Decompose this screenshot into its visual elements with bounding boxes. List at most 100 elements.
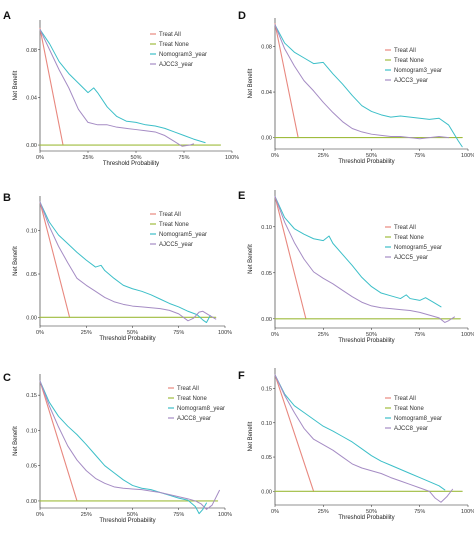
legend-label-treat-all: Treat All (159, 212, 181, 218)
y-tick-label: 0.10 (261, 421, 272, 427)
x-tick-label: 100% (461, 153, 474, 159)
y-axis-title: Net Benefit (248, 68, 254, 98)
series-line-treat-all (274, 374, 315, 492)
x-tick-label: 25% (318, 332, 329, 338)
legend-label-treat-none: Treat None (394, 58, 424, 64)
y-tick-label: 0.05 (261, 271, 272, 277)
y-tick-label: 0.10 (26, 428, 37, 434)
series-line-ajcc3-year (274, 24, 450, 140)
legend-label-ajcc5-year: AJCC5_year (394, 255, 428, 261)
y-axis-title: Net Benefit (248, 244, 254, 274)
x-tick-label: 0% (271, 509, 279, 515)
panel-letter: B (3, 192, 11, 204)
panel-letter: F (238, 370, 245, 382)
x-axis-title: Threshold Probability (338, 159, 394, 165)
x-tick-label: 0% (271, 332, 279, 338)
legend-label-nomogram5-year: Nomogram5_year (159, 232, 207, 238)
y-tick-label: 0.00 (261, 317, 272, 323)
legend-label-treat-none: Treat None (177, 396, 207, 402)
x-tick-label: 25% (82, 155, 93, 161)
x-axis-title: Threshold Probability (103, 161, 159, 167)
chart-panel-d: D 0% 25% 50% 75% 100% 0.00 0.04 0.08 Threshold Pr… (238, 10, 474, 165)
x-tick-label: 75% (414, 509, 425, 515)
series-line-nomogram5-year (39, 201, 211, 324)
x-tick-label: 25% (318, 153, 329, 159)
x-tick-label: 50% (366, 509, 377, 515)
legend-label-nomogram8-year: Nomogram8_year (177, 406, 225, 412)
series-line-ajcc8-year (274, 374, 454, 503)
chart-panel-f: F 0% 25% 50% 75% 100% 0.00 0.05 0.10 0.15 Threshol… (238, 368, 474, 521)
y-tick-label: 0.04 (261, 90, 272, 96)
y-tick-label: 0.05 (26, 464, 37, 470)
chart-panel-c: C 0% 25% 50% 75% 100% 0.00 0.05 0.10 0.15 Threshol… (3, 372, 232, 524)
panel-letter: C (3, 372, 11, 384)
x-axis-title: Threshold Probability (99, 336, 155, 342)
x-axis-title: Threshold Probability (338, 515, 394, 521)
chart-panel-a: A 0% 25% 50% 75% 100% 0.00 0.04 0.08 Threshold Pr… (3, 10, 239, 167)
legend-label-ajcc3-year: AJCC3_year (394, 78, 428, 84)
x-tick-label: 0% (36, 330, 44, 336)
x-tick-label: 75% (178, 155, 189, 161)
x-tick-label: 100% (225, 155, 239, 161)
y-tick-label: 0.00 (26, 143, 37, 149)
y-tick-label: 0.08 (261, 44, 272, 50)
y-axis-title: Net Benefit (13, 246, 19, 276)
x-tick-label: 50% (366, 332, 377, 338)
series-line-nomogram3-year (274, 24, 463, 148)
legend-label-treat-none: Treat None (394, 235, 424, 241)
series-line-treat-all (39, 380, 78, 502)
x-tick-label: 0% (36, 155, 44, 161)
x-tick-label: 100% (461, 509, 474, 515)
legend-label-nomogram3-year: Nomogram3_year (159, 52, 207, 58)
y-tick-label: 0.05 (261, 455, 272, 461)
x-tick-label: 75% (414, 153, 425, 159)
x-tick-label: 100% (461, 332, 474, 338)
series-line-nomogram8-year (274, 374, 446, 491)
y-tick-label: 0.15 (26, 393, 37, 399)
legend-label-treat-all: Treat All (177, 386, 199, 392)
panel-letter: E (238, 190, 245, 202)
panel-letter: A (3, 10, 11, 22)
x-tick-label: 75% (173, 512, 184, 518)
y-tick-label: 0.08 (26, 48, 37, 54)
y-tick-label: 0.00 (261, 136, 272, 142)
x-tick-label: 25% (81, 330, 92, 336)
x-tick-label: 100% (218, 330, 232, 336)
y-tick-label: 0.10 (26, 229, 37, 235)
x-tick-label: 50% (130, 155, 141, 161)
y-tick-label: 0.10 (261, 225, 272, 231)
panel-letter: D (238, 10, 246, 22)
y-tick-label: 0.00 (26, 499, 37, 505)
legend-label-ajcc8-year: AJCC8_year (177, 416, 211, 422)
legend-label-treat-all: Treat All (394, 225, 416, 231)
x-tick-label: 25% (318, 509, 329, 515)
legend-label-nomogram3-year: Nomogram3_year (394, 68, 442, 74)
y-tick-label: 0.05 (26, 272, 37, 278)
legend-label-ajcc8-year: AJCC8_year (394, 426, 428, 432)
x-tick-label: 50% (366, 153, 377, 159)
legend-label-treat-all: Treat All (159, 32, 181, 38)
y-axis-title: Net Benefit (248, 421, 254, 451)
legend-label-treat-all: Treat All (394, 396, 416, 402)
series-line-ajcc5-year (274, 195, 455, 323)
legend-label-ajcc5-year: AJCC5_year (159, 242, 193, 248)
series-line-treat-all (274, 23, 299, 139)
chart-panel-e: E 0% 25% 50% 75% 100% 0.00 0.05 0.10 Threshold Pr… (238, 190, 474, 344)
x-tick-label: 0% (36, 512, 44, 518)
x-axis-title: Threshold Probability (99, 518, 155, 524)
series-line-ajcc5-year (39, 201, 217, 322)
series-line-ajcc8-year (39, 380, 220, 510)
x-tick-label: 50% (127, 330, 138, 336)
x-tick-label: 25% (81, 512, 92, 518)
legend-label-treat-none: Treat None (394, 406, 424, 412)
series-line-treat-all (39, 201, 71, 318)
series-line-ajcc3-year (39, 29, 195, 147)
x-tick-label: 100% (218, 512, 232, 518)
x-axis-title: Threshold Probability (338, 338, 394, 344)
legend-label-nomogram5-year: Nomogram5_year (394, 245, 442, 251)
series-line-treat-all (274, 195, 307, 320)
y-tick-label: 0.15 (261, 387, 272, 393)
series-line-nomogram8-year (39, 380, 207, 515)
x-tick-label: 75% (173, 330, 184, 336)
chart-panel-b: B 0% 25% 50% 75% 100% 0.00 0.05 0.10 Threshold Pr… (3, 192, 232, 342)
